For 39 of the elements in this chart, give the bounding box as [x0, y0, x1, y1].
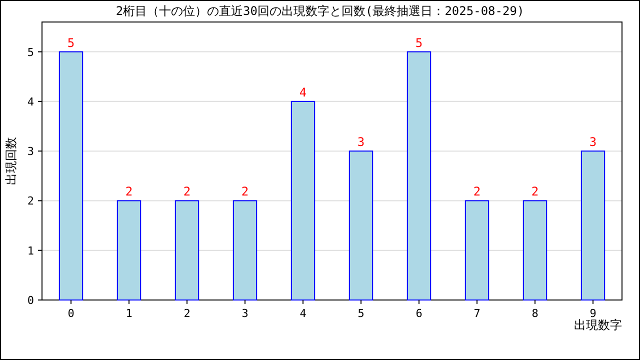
x-tick-label: 1 [126, 307, 132, 320]
bar [290, 100, 316, 300]
data-label: 5 [415, 36, 423, 50]
data-label: 2 [125, 184, 133, 199]
x-tick-label: 9 [590, 307, 596, 320]
data-label: 2 [183, 184, 191, 199]
bar [116, 200, 142, 300]
x-tick-label: 0 [68, 307, 74, 320]
bar [464, 200, 490, 300]
bar [232, 200, 258, 300]
data-label: 2 [531, 184, 539, 199]
data-label: 4 [299, 85, 307, 100]
x-tick-label: 6 [416, 307, 422, 320]
data-label: 5 [67, 36, 75, 50]
data-label: 2 [241, 184, 249, 199]
x-tick-label: 8 [532, 307, 538, 320]
data-label: 3 [357, 135, 365, 150]
x-tick-label: 7 [474, 307, 480, 320]
bar [522, 200, 548, 300]
y-tick-label: 5 [27, 46, 34, 59]
bar [406, 51, 432, 300]
x-tick-label: 2 [184, 307, 190, 320]
y-tick-label: 3 [27, 145, 34, 158]
data-label: 3 [589, 135, 597, 150]
y-axis-title: 出現回数 [4, 137, 18, 185]
bar [174, 200, 200, 300]
chart-title: 2桁目（十の位）の直近30回の出現数字と回数(最終抽選日：2025-08-29) [116, 4, 524, 18]
y-tick-label: 1 [27, 244, 34, 258]
x-axis-title: 出現数字 [574, 318, 622, 332]
x-tick-label: 5 [358, 307, 364, 320]
y-tick-label: 4 [27, 95, 34, 108]
y-tick-label: 0 [27, 294, 34, 307]
data-label: 2 [473, 184, 481, 199]
bar [348, 150, 374, 300]
x-tick-label: 3 [242, 307, 248, 320]
x-tick-label: 4 [300, 307, 307, 320]
y-tick-label: 2 [27, 194, 34, 208]
bar [58, 51, 84, 300]
bar [580, 150, 606, 300]
